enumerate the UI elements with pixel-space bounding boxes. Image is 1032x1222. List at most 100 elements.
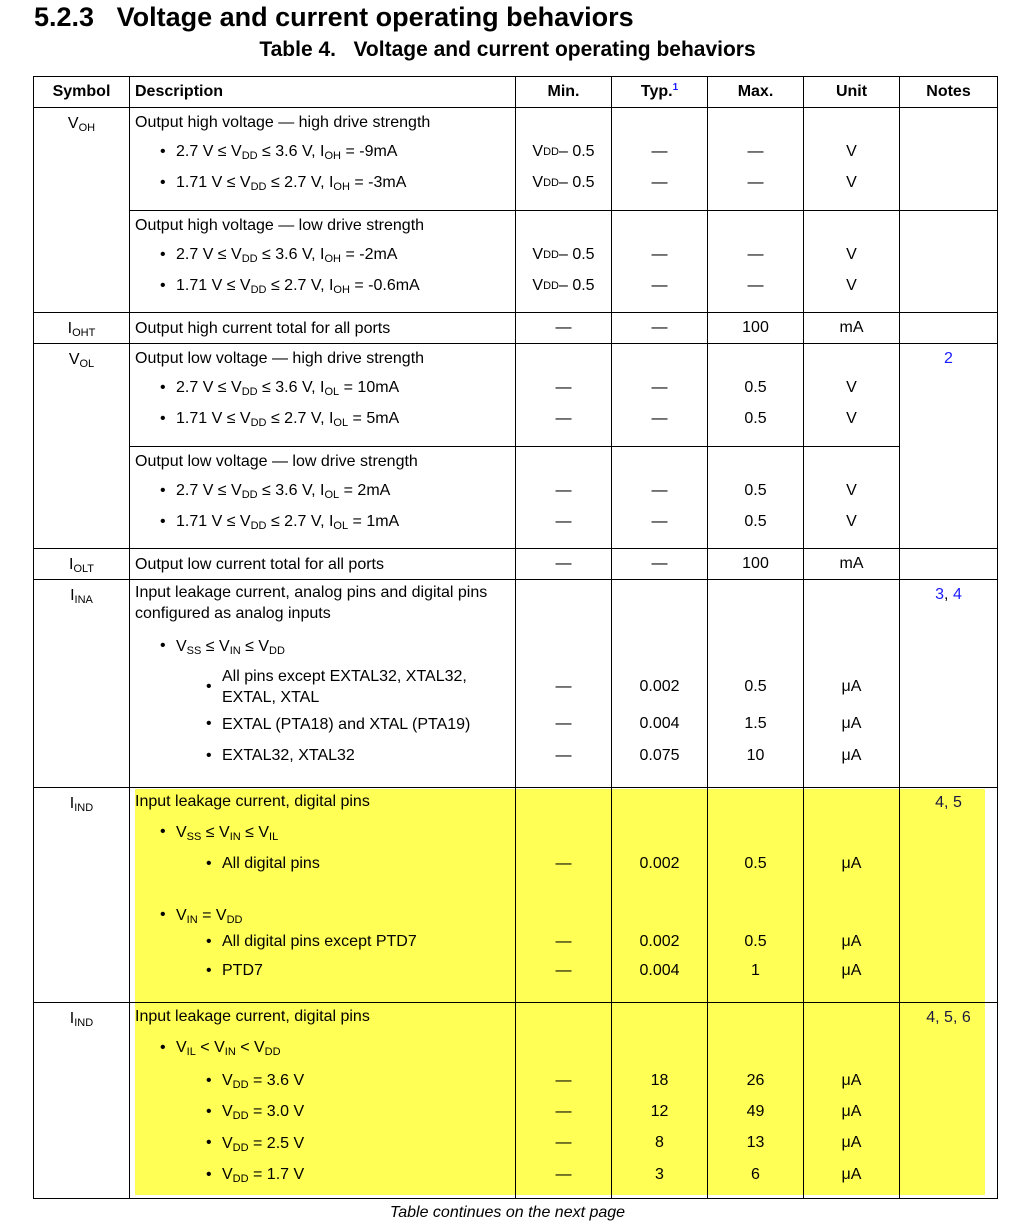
typ-value: 0.002 — [639, 854, 680, 872]
description-line — [130, 878, 515, 900]
max-value — [708, 344, 803, 372]
description-cell: Output high current total for all ports — [129, 312, 516, 344]
max-cell: 0.5 1.5 10 — [707, 579, 804, 788]
max-value: 100 — [742, 555, 769, 572]
typ-value: 3 — [655, 1165, 664, 1183]
description-cell: Output low current total for all ports — [129, 548, 516, 580]
unit-value: μA — [841, 932, 862, 950]
bullet-icon: • — [160, 142, 166, 160]
notes-cell — [899, 312, 998, 344]
notes-cell — [899, 210, 998, 313]
unit-value — [804, 447, 899, 475]
description-cell: Output high voltage — low drive strength… — [129, 210, 516, 313]
table-continuation-note: Table continues on the next page — [389, 1204, 626, 1221]
max-value: — — [747, 276, 764, 294]
note-reference[interactable]: 3 — [935, 586, 945, 603]
min-value: — — [555, 678, 572, 695]
symbol-cell: IIND — [33, 1002, 130, 1199]
max-cell: — — — [707, 210, 804, 313]
typ-value: — — [651, 481, 668, 499]
min-cell: — — — — [515, 579, 612, 788]
unit-value: V — [846, 409, 857, 427]
min-value: — — [555, 555, 572, 572]
footnote-link[interactable]: 1 — [672, 82, 679, 93]
max-value: 0.5 — [744, 854, 767, 872]
operating-behaviors-table: Symbol Description Min. Typ.1 Max. Unit … — [33, 76, 998, 1199]
min-value: — — [555, 1071, 572, 1089]
max-value: 0.5 — [744, 481, 767, 499]
min-value: V DD – 0.5 — [532, 142, 595, 160]
description-text: 2.7 V ≤ VDD ≤ 3.6 V, IOH = -9mA — [176, 143, 398, 162]
bullet-icon: • — [160, 276, 166, 294]
min-value: V DD – 0.5 — [532, 245, 595, 263]
unit-value — [804, 878, 899, 900]
unit-value — [804, 344, 899, 372]
min-cell: V DD – 0.5 V DD – 0.5 — [515, 107, 612, 211]
bullet-icon: • — [160, 823, 166, 840]
description-text: 1.71 V ≤ VDD ≤ 2.7 V, IOH = -3mA — [176, 174, 407, 193]
note-reference[interactable]: 2 — [944, 350, 953, 367]
min-value — [516, 788, 611, 815]
min-value: — — [555, 1102, 572, 1120]
typ-value — [612, 788, 707, 815]
description-line: • VDD = 3.0 V — [130, 1096, 515, 1127]
typ-value — [612, 815, 707, 849]
description-text: EXTAL (PTA18) and XTAL (PTA19) — [222, 715, 471, 733]
min-cell: — — — — [515, 787, 612, 1003]
typ-cell: — — [611, 312, 708, 344]
unit-value: V — [846, 481, 857, 499]
min-value: V DD – 0.5 — [532, 276, 595, 294]
header-min: Min. — [515, 76, 612, 108]
table-row: Output low voltage — low drive strength •… — [34, 446, 998, 549]
min-value: V DD – 0.5 — [532, 173, 595, 191]
unit-cell: mA — [803, 312, 900, 344]
max-cell: 0.5 0.5 — [707, 343, 804, 447]
min-value — [516, 108, 611, 136]
typ-value: 0.004 — [639, 961, 680, 979]
unit-value: μA — [841, 678, 862, 695]
min-value — [516, 900, 611, 930]
description-line: Output high current total for all ports — [130, 313, 515, 343]
max-value — [708, 1003, 803, 1030]
note-reference[interactable]: 4 — [952, 586, 962, 603]
description-cell: Output low voltage — high drive strength… — [129, 343, 516, 447]
description-line: • All digital pins — [130, 849, 515, 878]
min-value: — — [555, 854, 572, 872]
description-text: Output low voltage — low drive strength — [135, 452, 418, 470]
description-text: VDD = 1.7 V — [222, 1166, 305, 1185]
description-text: Input leakage current, analog pins and d… — [135, 584, 488, 622]
description-text: All digital pins — [222, 855, 320, 872]
max-value — [708, 580, 803, 626]
typ-value: 12 — [650, 1102, 669, 1120]
notes-cell: 4, 5, 6 — [899, 1002, 998, 1199]
typ-value: — — [651, 555, 668, 572]
table-row: VOH Output high voltage — high drive stre… — [33, 107, 998, 313]
unit-value: μA — [841, 961, 862, 979]
min-value — [516, 211, 611, 239]
max-value: 0.5 — [744, 932, 767, 950]
max-value: 1 — [751, 961, 760, 979]
description-line: • EXTAL32, XTAL32 — [130, 740, 515, 771]
bullet-icon: • — [206, 932, 212, 950]
description-line: Output high voltage — high drive strengt… — [130, 108, 515, 136]
description-text: Output high voltage — low drive strength — [135, 216, 425, 234]
unit-value — [804, 1030, 899, 1065]
description-line: • 2.7 V ≤ VDD ≤ 3.6 V, IOH = -2mA — [130, 239, 515, 270]
max-value — [708, 1030, 803, 1065]
description-line: • EXTAL (PTA18) and XTAL (PTA19) — [130, 708, 515, 740]
unit-cell: μA μA μA μA — [803, 1002, 900, 1199]
description-text: PTD7 — [222, 962, 263, 979]
bullet-icon: • — [160, 481, 166, 499]
description-text: Output low voltage — high drive strength — [135, 349, 425, 367]
typ-value: 0.002 — [639, 678, 680, 695]
description-cell: Output high voltage — high drive strengt… — [129, 107, 516, 211]
typ-value: — — [651, 409, 668, 427]
unit-value: V — [846, 378, 857, 396]
typ-cell: 18 12 8 3 — [611, 1002, 708, 1199]
description-text: Output high current total for all ports — [135, 319, 391, 337]
description-text: Output low current total for all ports — [135, 555, 384, 573]
description-text: All pins except EXTAL32, XTAL32, EXTAL, … — [222, 668, 467, 706]
bullet-icon: • — [160, 906, 166, 923]
